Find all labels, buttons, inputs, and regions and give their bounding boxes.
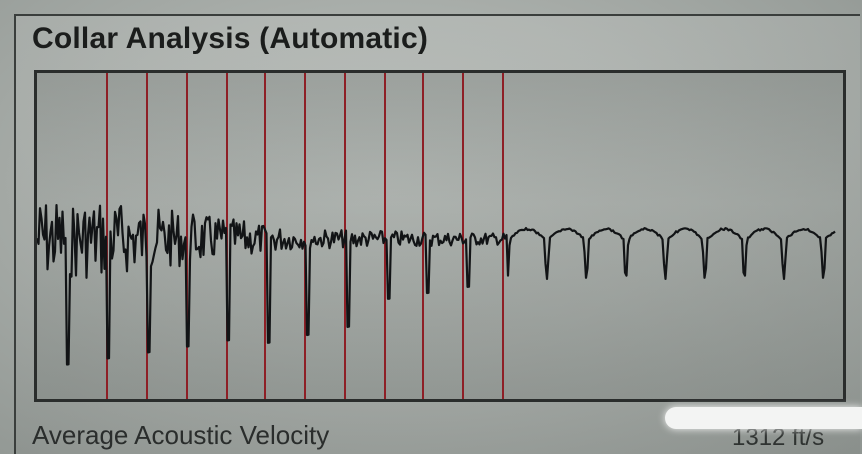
- trace-canvas: [37, 73, 836, 399]
- acoustic-trace-plot: [34, 70, 846, 402]
- acoustic-trace-line: [37, 204, 836, 366]
- average-acoustic-velocity-label: Average Acoustic Velocity: [32, 420, 330, 450]
- screen-glare: [665, 407, 862, 429]
- panel-title: Collar Analysis (Automatic): [32, 22, 429, 55]
